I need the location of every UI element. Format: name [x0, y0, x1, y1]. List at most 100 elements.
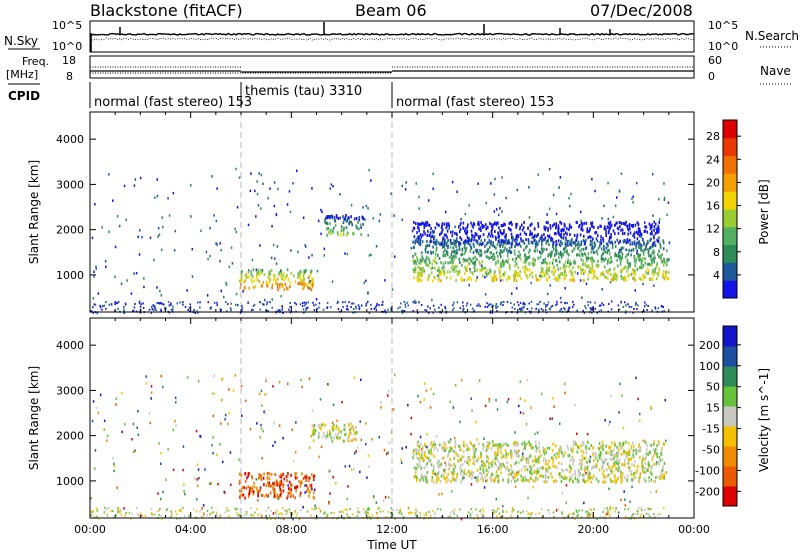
range-cell	[529, 477, 532, 480]
range-cell	[324, 220, 326, 224]
colorbar-swatch	[723, 209, 737, 228]
scatter-echo	[154, 196, 156, 199]
scatter-echo	[431, 266, 434, 270]
range-cell	[651, 464, 654, 468]
ground-echo	[556, 303, 558, 306]
scatter-echo	[271, 225, 273, 228]
ground-echo	[161, 517, 163, 520]
ground-echo	[367, 512, 370, 515]
range-cell	[317, 435, 320, 439]
scatter-echo	[426, 433, 428, 436]
range-cell	[474, 263, 476, 267]
ground-echo	[495, 307, 497, 309]
range-cell	[513, 275, 516, 279]
range-cell	[599, 244, 601, 248]
range-cell	[521, 228, 524, 232]
range-cell	[474, 232, 477, 235]
range-cell	[635, 258, 637, 262]
scatter-echo	[484, 404, 487, 408]
range-cell	[525, 260, 527, 264]
range-cell	[510, 242, 513, 246]
ground-echo	[647, 513, 650, 515]
y-tick-label: 1000	[56, 269, 84, 282]
range-cell	[546, 279, 548, 282]
range-cell	[281, 277, 283, 281]
range-cell	[437, 459, 440, 463]
ground-echo	[444, 307, 447, 310]
ground-echo	[550, 305, 552, 308]
range-cell	[295, 485, 298, 489]
range-cell	[539, 236, 542, 240]
range-cell	[546, 277, 548, 281]
range-cell	[458, 225, 460, 229]
scatter-echo	[249, 189, 252, 193]
ground-echo	[538, 308, 540, 311]
range-cell	[476, 241, 479, 245]
range-cell	[479, 455, 482, 459]
range-cell	[566, 476, 568, 480]
scatter-echo	[320, 232, 322, 236]
ground-echo	[403, 310, 406, 312]
range-cell	[662, 465, 664, 469]
range-cell	[424, 221, 427, 225]
range-cell	[598, 447, 601, 451]
range-cell	[440, 270, 442, 274]
scatter-echo	[514, 485, 517, 488]
range-cell	[624, 239, 626, 243]
range-cell	[247, 474, 249, 478]
range-cell	[458, 272, 460, 276]
range-cell	[270, 484, 273, 488]
range-cell	[344, 217, 346, 221]
scatter-echo	[530, 406, 532, 409]
range-cell	[591, 242, 593, 246]
range-cell	[437, 266, 440, 270]
ground-echo	[262, 303, 264, 306]
range-cell	[636, 230, 638, 234]
range-cell	[649, 278, 651, 281]
range-cell	[577, 241, 580, 244]
range-cell	[518, 242, 521, 246]
range-cell	[590, 259, 593, 263]
range-cell	[433, 240, 435, 244]
range-cell	[614, 277, 616, 281]
range-cell	[531, 232, 533, 236]
range-cell	[529, 455, 532, 458]
scatter-echo	[518, 404, 520, 408]
range-cell	[527, 459, 530, 463]
scatter-echo	[425, 389, 428, 392]
ground-echo	[139, 305, 142, 308]
scatter-echo	[260, 207, 262, 210]
range-cell	[248, 491, 251, 495]
range-cell	[305, 484, 308, 488]
scatter-echo	[262, 429, 264, 433]
range-cell	[455, 478, 458, 482]
ground-echo	[387, 308, 389, 311]
range-cell	[576, 233, 579, 237]
ground-echo	[560, 301, 562, 304]
range-cell	[581, 222, 584, 226]
ground-echo	[594, 307, 596, 310]
range-cell	[544, 236, 547, 240]
range-cell	[244, 496, 246, 500]
range-cell	[453, 269, 456, 273]
range-cell	[515, 451, 518, 455]
range-cell	[304, 270, 307, 273]
y-tick-label: 3000	[56, 178, 84, 191]
range-cell	[609, 272, 612, 276]
range-cell	[620, 473, 622, 477]
scatter-echo	[633, 270, 636, 273]
range-cell	[486, 269, 488, 273]
range-cell	[312, 432, 315, 436]
range-cell	[517, 254, 519, 258]
ground-echo	[225, 507, 228, 510]
range-cell	[509, 250, 512, 254]
scatter-echo	[134, 449, 136, 452]
ground-echo	[278, 513, 280, 516]
scatter-echo	[591, 177, 593, 181]
scatter-echo	[619, 248, 621, 252]
range-cell	[633, 259, 636, 263]
range-cell	[462, 455, 465, 459]
range-cell	[472, 461, 474, 465]
range-cell	[640, 258, 643, 262]
